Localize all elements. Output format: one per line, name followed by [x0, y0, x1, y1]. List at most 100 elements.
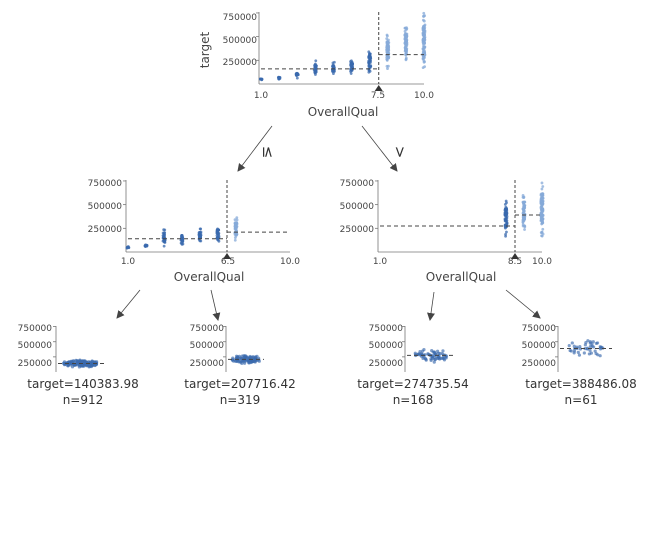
- root-ytick-labels: 250000 500000 750000: [223, 13, 258, 68]
- leaf-1-n: n=912: [63, 393, 104, 407]
- data-point: [421, 66, 425, 70]
- data-point: [418, 349, 422, 354]
- left-xlabel: OverallQual: [174, 270, 245, 284]
- split-marker: [223, 253, 231, 259]
- data-point: [77, 363, 81, 368]
- left-xtick-label: 1.0: [121, 257, 136, 267]
- leaf-1: 250000 500000 750000 target=140383.98 n=…: [18, 324, 139, 407]
- data-point: [277, 75, 281, 79]
- data-point: [423, 41, 426, 45]
- left-ytick-labels: 250000 500000 750000: [88, 179, 123, 235]
- data-point: [350, 59, 353, 63]
- data-point: [76, 360, 81, 364]
- split-marker: [511, 253, 519, 259]
- data-point: [586, 339, 590, 343]
- data-point: [387, 56, 390, 60]
- leaf-1-ytick-label: 750000: [18, 324, 53, 334]
- data-point: [199, 227, 203, 231]
- data-point: [422, 14, 425, 18]
- data-point: [593, 349, 597, 353]
- data-point: [436, 349, 440, 353]
- data-point: [541, 227, 545, 231]
- leaf-4-n: n=61: [565, 393, 598, 407]
- data-point: [505, 201, 508, 205]
- leaf-3-n: n=168: [393, 393, 434, 407]
- data-point: [540, 234, 543, 238]
- data-point: [588, 348, 592, 352]
- left-ytick-label: 250000: [88, 225, 123, 235]
- data-point: [430, 349, 434, 353]
- data-point: [423, 29, 427, 33]
- leaf-3: 250000 500000 750000 target=274735.54 n=…: [357, 324, 468, 407]
- leaf-2-ytick-labels: 250000 500000 750000: [190, 324, 225, 369]
- leaf-1-ytick-label: 250000: [18, 359, 53, 369]
- data-point: [423, 23, 427, 27]
- leaf-1-target: target=140383.98: [27, 377, 138, 391]
- data-point: [404, 32, 407, 35]
- data-point: [70, 365, 75, 369]
- data-point: [260, 78, 264, 82]
- edge-label-le: ≤: [259, 146, 277, 159]
- leaf-2-plot: [223, 326, 264, 372]
- data-point: [521, 193, 525, 197]
- data-point: [590, 342, 594, 346]
- right-ytick-label: 500000: [340, 202, 375, 212]
- data-point: [295, 76, 299, 80]
- edge-left-leaf1: [116, 289, 141, 319]
- data-point: [421, 28, 425, 32]
- data-point: [404, 48, 408, 51]
- right-xtick-label: 8.5: [508, 257, 522, 267]
- data-point: [505, 212, 509, 215]
- edge-left-leaf2: [210, 289, 221, 321]
- data-point: [540, 197, 544, 200]
- right-xtick-labels: 1.0 8.5 10.0: [373, 257, 552, 267]
- data-point: [422, 60, 426, 64]
- data-point: [437, 356, 441, 360]
- data-point: [504, 234, 507, 238]
- left-ytick-label: 750000: [88, 179, 123, 189]
- left-xtick-labels: 1.0 6.5 10.0: [121, 257, 300, 267]
- data-point: [71, 359, 75, 364]
- root-xtick-label: 7.5: [371, 91, 385, 101]
- data-point: [180, 237, 184, 241]
- data-point: [504, 218, 507, 221]
- leaf-2-ytick-label: 750000: [190, 324, 225, 334]
- data-point: [404, 45, 407, 48]
- data-point: [582, 351, 586, 355]
- data-point: [503, 208, 507, 212]
- data-point: [199, 231, 203, 235]
- node-right: 250000 500000 750000 1.0 8.5 10.0 Overal…: [340, 179, 553, 284]
- edge-root-left: [237, 125, 273, 172]
- data-point: [314, 59, 318, 63]
- data-point: [233, 223, 237, 227]
- data-point: [572, 351, 576, 355]
- data-point: [332, 72, 335, 76]
- data-point: [570, 341, 574, 345]
- edge-label-gt: >: [391, 146, 409, 159]
- root-xlabel: OverallQual: [308, 105, 379, 119]
- data-point: [421, 356, 425, 360]
- edge-right-leaf4: [505, 289, 541, 319]
- data-point: [587, 352, 591, 356]
- data-point: [349, 72, 353, 75]
- right-xlabel: OverallQual: [426, 270, 497, 284]
- leaf-3-target: target=274735.54: [357, 377, 468, 391]
- data-point: [505, 230, 508, 234]
- data-point: [331, 65, 335, 69]
- data-point: [314, 73, 317, 76]
- right-ytick-labels: 250000 500000 750000: [340, 179, 375, 235]
- leaf-4-ytick-label: 500000: [522, 341, 557, 351]
- data-point: [367, 70, 371, 74]
- leaf-4-ytick-label: 750000: [522, 324, 557, 334]
- data-point: [584, 340, 588, 345]
- data-point: [233, 218, 237, 222]
- data-point: [90, 362, 94, 366]
- data-point: [331, 61, 335, 65]
- data-point: [521, 220, 525, 224]
- data-point: [217, 239, 221, 243]
- leaf-4-target: target=388486.08: [525, 377, 636, 391]
- leaf-3-ytick-label: 250000: [369, 359, 404, 369]
- data-point: [180, 234, 183, 238]
- data-point: [233, 238, 237, 242]
